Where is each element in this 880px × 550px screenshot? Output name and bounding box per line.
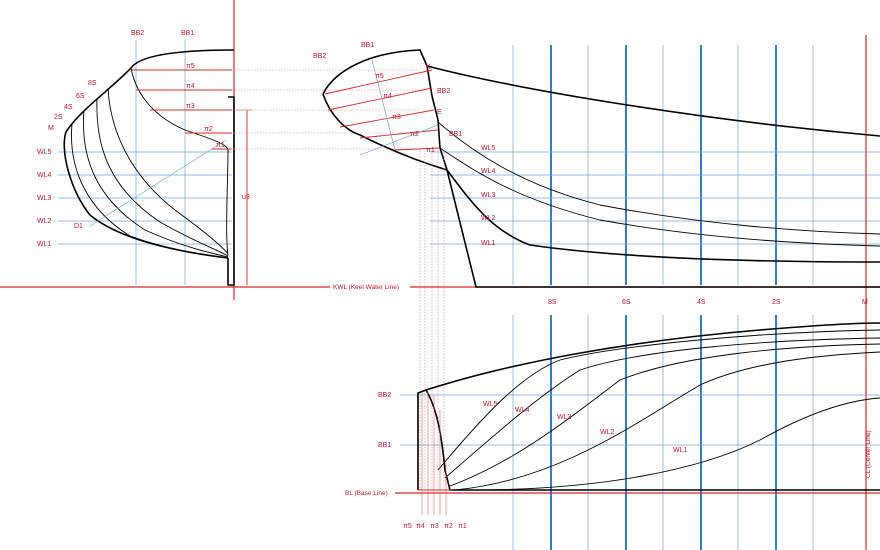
bp-label-wl3: WL3	[37, 195, 52, 202]
bp-label-pi1: π1	[216, 142, 225, 149]
pv-label-pi3: π3	[430, 523, 439, 530]
pf-label-pi1: π1	[426, 147, 435, 154]
pf-label-bb1-right: BB1	[449, 131, 462, 138]
pv-label-bl: BL (Base Line)	[345, 490, 388, 497]
bp-label-pi4: π4	[186, 83, 195, 90]
pf-station-2s: 2S	[772, 299, 781, 306]
pv-label-wl3: WL3	[557, 414, 572, 421]
bp-label-bb1: BB1	[181, 30, 194, 37]
bp-label-4s: 4S	[64, 104, 73, 111]
pf-label-wl3: WL3	[481, 192, 496, 199]
pf-station-8s: 8S	[548, 299, 557, 306]
pf-label-bb2-right: BB2	[437, 88, 450, 95]
bp-label-wl1: WL1	[37, 241, 52, 248]
bp-label-pi3: π3	[186, 103, 195, 110]
pf-label-wl1: WL1	[481, 240, 496, 247]
bp-label-wl4: WL4	[37, 172, 52, 179]
body-plan	[63, 49, 420, 286]
pv-label-wl4: WL4	[515, 407, 530, 414]
pv-label-pi4: π4	[416, 523, 425, 530]
pv-label-wl5: WL5	[483, 401, 498, 408]
pf-label-k: K	[426, 64, 431, 71]
pv-label-bb2: BB2	[378, 392, 391, 399]
pf-label-wl2: WL2	[481, 215, 496, 222]
profile-view	[322, 49, 880, 493]
pv-label-pi1: π1	[458, 523, 467, 530]
bp-label-wl5: WL5	[37, 149, 52, 156]
plan-view	[417, 322, 880, 515]
kwl-label: KWL (Keel Water Line)	[333, 284, 399, 291]
pv-label-pi2: π2	[444, 523, 453, 530]
pf-label-pi4: π4	[383, 93, 392, 100]
bp-label-d1: D1	[74, 223, 83, 230]
bp-label-m: M	[48, 125, 54, 132]
bp-label-wl2: WL2	[37, 218, 52, 225]
bp-label-pi2: π2	[204, 126, 213, 133]
pf-label-pi2: π2	[410, 131, 419, 138]
pv-label-cl: CL (Center Line)	[865, 430, 872, 478]
station-grid	[512, 45, 814, 550]
pf-label-pi5: π5	[375, 73, 384, 80]
bp-label-pi5: π5	[186, 63, 195, 70]
pf-label-wl5: WL5	[481, 145, 496, 152]
pf-label-bb2-left: BB2	[313, 53, 326, 60]
pf-station-6s: 6S	[622, 299, 631, 306]
waterline-grid	[58, 40, 880, 446]
bp-label-bb2: BB2	[131, 30, 144, 37]
pf-label-wl4: WL4	[481, 168, 496, 175]
bp-label-u3: u3	[242, 194, 250, 201]
pf-label-pi3: π3	[392, 114, 401, 121]
pv-label-pi5: π5	[403, 523, 412, 530]
pf-station-m: M	[862, 299, 868, 306]
bp-label-2s: 2S	[54, 114, 63, 121]
pv-label-wl1: WL1	[673, 447, 688, 454]
pv-label-bb1: BB1	[378, 442, 391, 449]
bp-label-6s: 6S	[76, 93, 85, 100]
pf-station-4s: 4S	[697, 299, 706, 306]
pf-label-e: E	[437, 109, 442, 116]
pf-label-bb1-top: BB1	[361, 42, 374, 49]
pv-label-wl2: WL2	[600, 429, 615, 436]
bp-label-8s: 8S	[88, 80, 97, 87]
